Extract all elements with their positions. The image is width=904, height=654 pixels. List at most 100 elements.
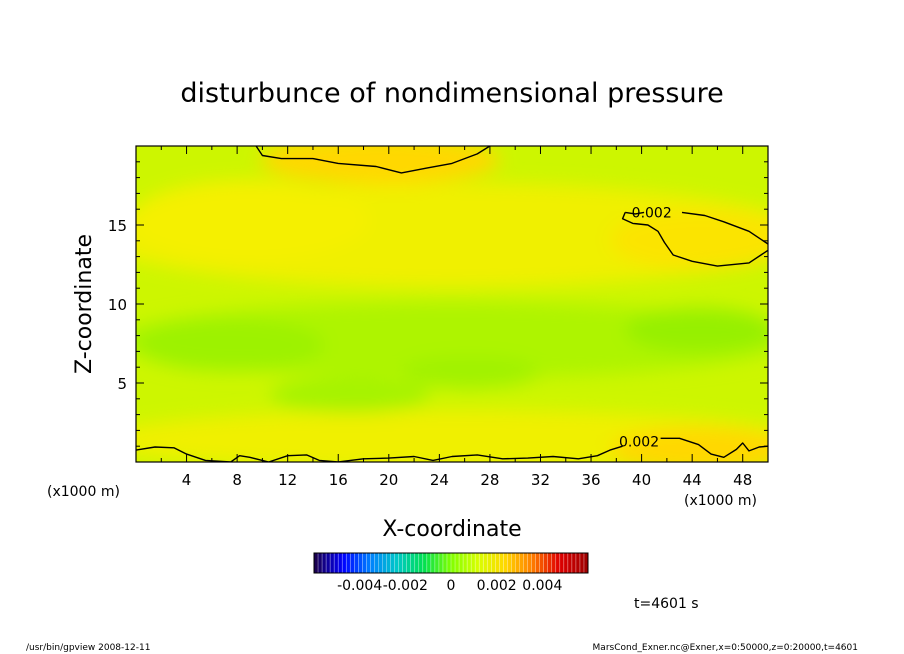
colorbar-swatch (330, 553, 335, 573)
colorbar-swatch (555, 553, 560, 573)
colorbar-swatch (583, 553, 588, 573)
colorbar-swatch (531, 553, 536, 573)
contour-lines (136, 146, 768, 462)
colorbar-swatch (491, 553, 496, 573)
x-tick-labels: 4 8 12 16 20 24 28 32 36 40 44 48 (182, 471, 752, 489)
colorbar-swatch (547, 553, 552, 573)
colorbar-swatch (398, 553, 403, 573)
colorbar-swatch (523, 553, 528, 573)
colorbar-swatch (475, 553, 480, 573)
colorbar-tick-label: -0.004 (337, 578, 382, 594)
colorbar-swatch (575, 553, 580, 573)
colorbar-swatch (463, 553, 468, 573)
colorbar-tick-label: 0 (447, 578, 456, 594)
colorbar-swatch (459, 553, 464, 573)
colorbar-swatch (426, 553, 431, 573)
y-tick-labels: 5 10 15 (108, 217, 127, 393)
colorbar-swatch (442, 553, 447, 573)
contour-line (255, 146, 491, 174)
colorbar-swatch (563, 553, 568, 573)
colorbar-swatch (346, 553, 351, 573)
colorbar-swatch (495, 553, 500, 573)
colorbar-swatch (430, 553, 435, 573)
colorbar-swatch (446, 553, 451, 573)
colorbar-swatch (434, 553, 439, 573)
axis-ticks (136, 146, 768, 462)
colorbar-swatch (418, 553, 423, 573)
field-blob (260, 146, 500, 184)
footer-left: /usr/bin/gpview 2008-12-11 (26, 643, 150, 653)
colorbar-swatch (519, 553, 524, 573)
colorbar-swatch (507, 553, 512, 573)
colorbar-swatch (382, 553, 387, 573)
colorbar-swatch (358, 553, 363, 573)
x-tick-label: 44 (683, 471, 702, 489)
colorbar-swatch (559, 553, 564, 573)
x-tick-label: 32 (531, 471, 550, 489)
colorbar-swatch (362, 553, 367, 573)
footer-right: MarsCond_Exner.nc@Exner,x=0:50000,z=0:20… (593, 643, 858, 653)
field-blob (610, 210, 768, 270)
chart-title: disturbunce of nondimensional pressure (180, 78, 723, 109)
colorbar-swatch (414, 553, 419, 573)
colorbar-swatch (571, 553, 576, 573)
field-blob (270, 377, 430, 413)
x-tick-label: 36 (581, 471, 600, 489)
colorbar-tick-label: -0.002 (383, 578, 428, 594)
colorbar-swatch (410, 553, 415, 573)
colorbar-swatch (354, 553, 359, 573)
colorbar-swatch (451, 553, 456, 573)
colorbar-swatch (511, 553, 516, 573)
colorbar-swatch (334, 553, 339, 573)
x-tick-label: 16 (329, 471, 348, 489)
colorbar-tick-labels: -0.004 -0.002 0 0.002 0.004 (337, 578, 562, 594)
colorbar: -0.004 -0.002 0 0.002 0.004 (313, 552, 589, 594)
x-tick-label: 12 (278, 471, 297, 489)
colorbar-swatch (322, 553, 327, 573)
contour-line (621, 212, 768, 267)
x-tick-label: 40 (632, 471, 651, 489)
x-tick-label: 4 (182, 471, 192, 489)
colorbar-swatch (342, 553, 347, 573)
colorbar-swatch (543, 553, 548, 573)
y-tick-label: 15 (108, 217, 127, 235)
colorbar-swatch (326, 553, 331, 573)
x-unit-right: (x1000 m) (684, 493, 757, 509)
colorbar-tick-label: 0.002 (477, 578, 517, 594)
plot-area (136, 146, 768, 462)
contour-line (681, 211, 768, 245)
colorbar-swatch (390, 553, 395, 573)
colorbar-tick-label: 0.004 (522, 578, 562, 594)
x-tick-label: 24 (430, 471, 449, 489)
y-axis-label: Z-coordinate (72, 234, 97, 374)
y-tick-label: 5 (117, 375, 127, 393)
colorbar-swatch (479, 553, 484, 573)
colorbar-swatch (539, 553, 544, 573)
colorbar-swatch (374, 553, 379, 573)
pressure-field (136, 146, 768, 462)
colorbar-swatch (350, 553, 355, 573)
colorbar-swatch (471, 553, 476, 573)
x-axis-label: X-coordinate (382, 517, 521, 542)
colorbar-swatch (406, 553, 411, 573)
colorbar-swatch (499, 553, 504, 573)
colorbar-swatch (567, 553, 572, 573)
colorbar-swatch (318, 553, 323, 573)
field-blob (610, 428, 768, 462)
colorbar-swatch (527, 553, 532, 573)
field-blob (136, 180, 370, 260)
colorbar-swatch (402, 553, 407, 573)
x-tick-label: 20 (379, 471, 398, 489)
colorbar-swatch (378, 553, 383, 573)
contour-labels: 0.002 0.002 (619, 205, 672, 450)
colorbar-swatch (535, 553, 540, 573)
colorbar-frame (313, 552, 589, 574)
colorbar-swatch (386, 553, 391, 573)
colorbar-swatch (503, 553, 508, 573)
colorbar-swatch (314, 553, 319, 573)
colorbar-gradient (313, 553, 588, 573)
colorbar-swatch (455, 553, 460, 573)
colorbar-swatch (579, 553, 584, 573)
field-blob (136, 410, 768, 462)
